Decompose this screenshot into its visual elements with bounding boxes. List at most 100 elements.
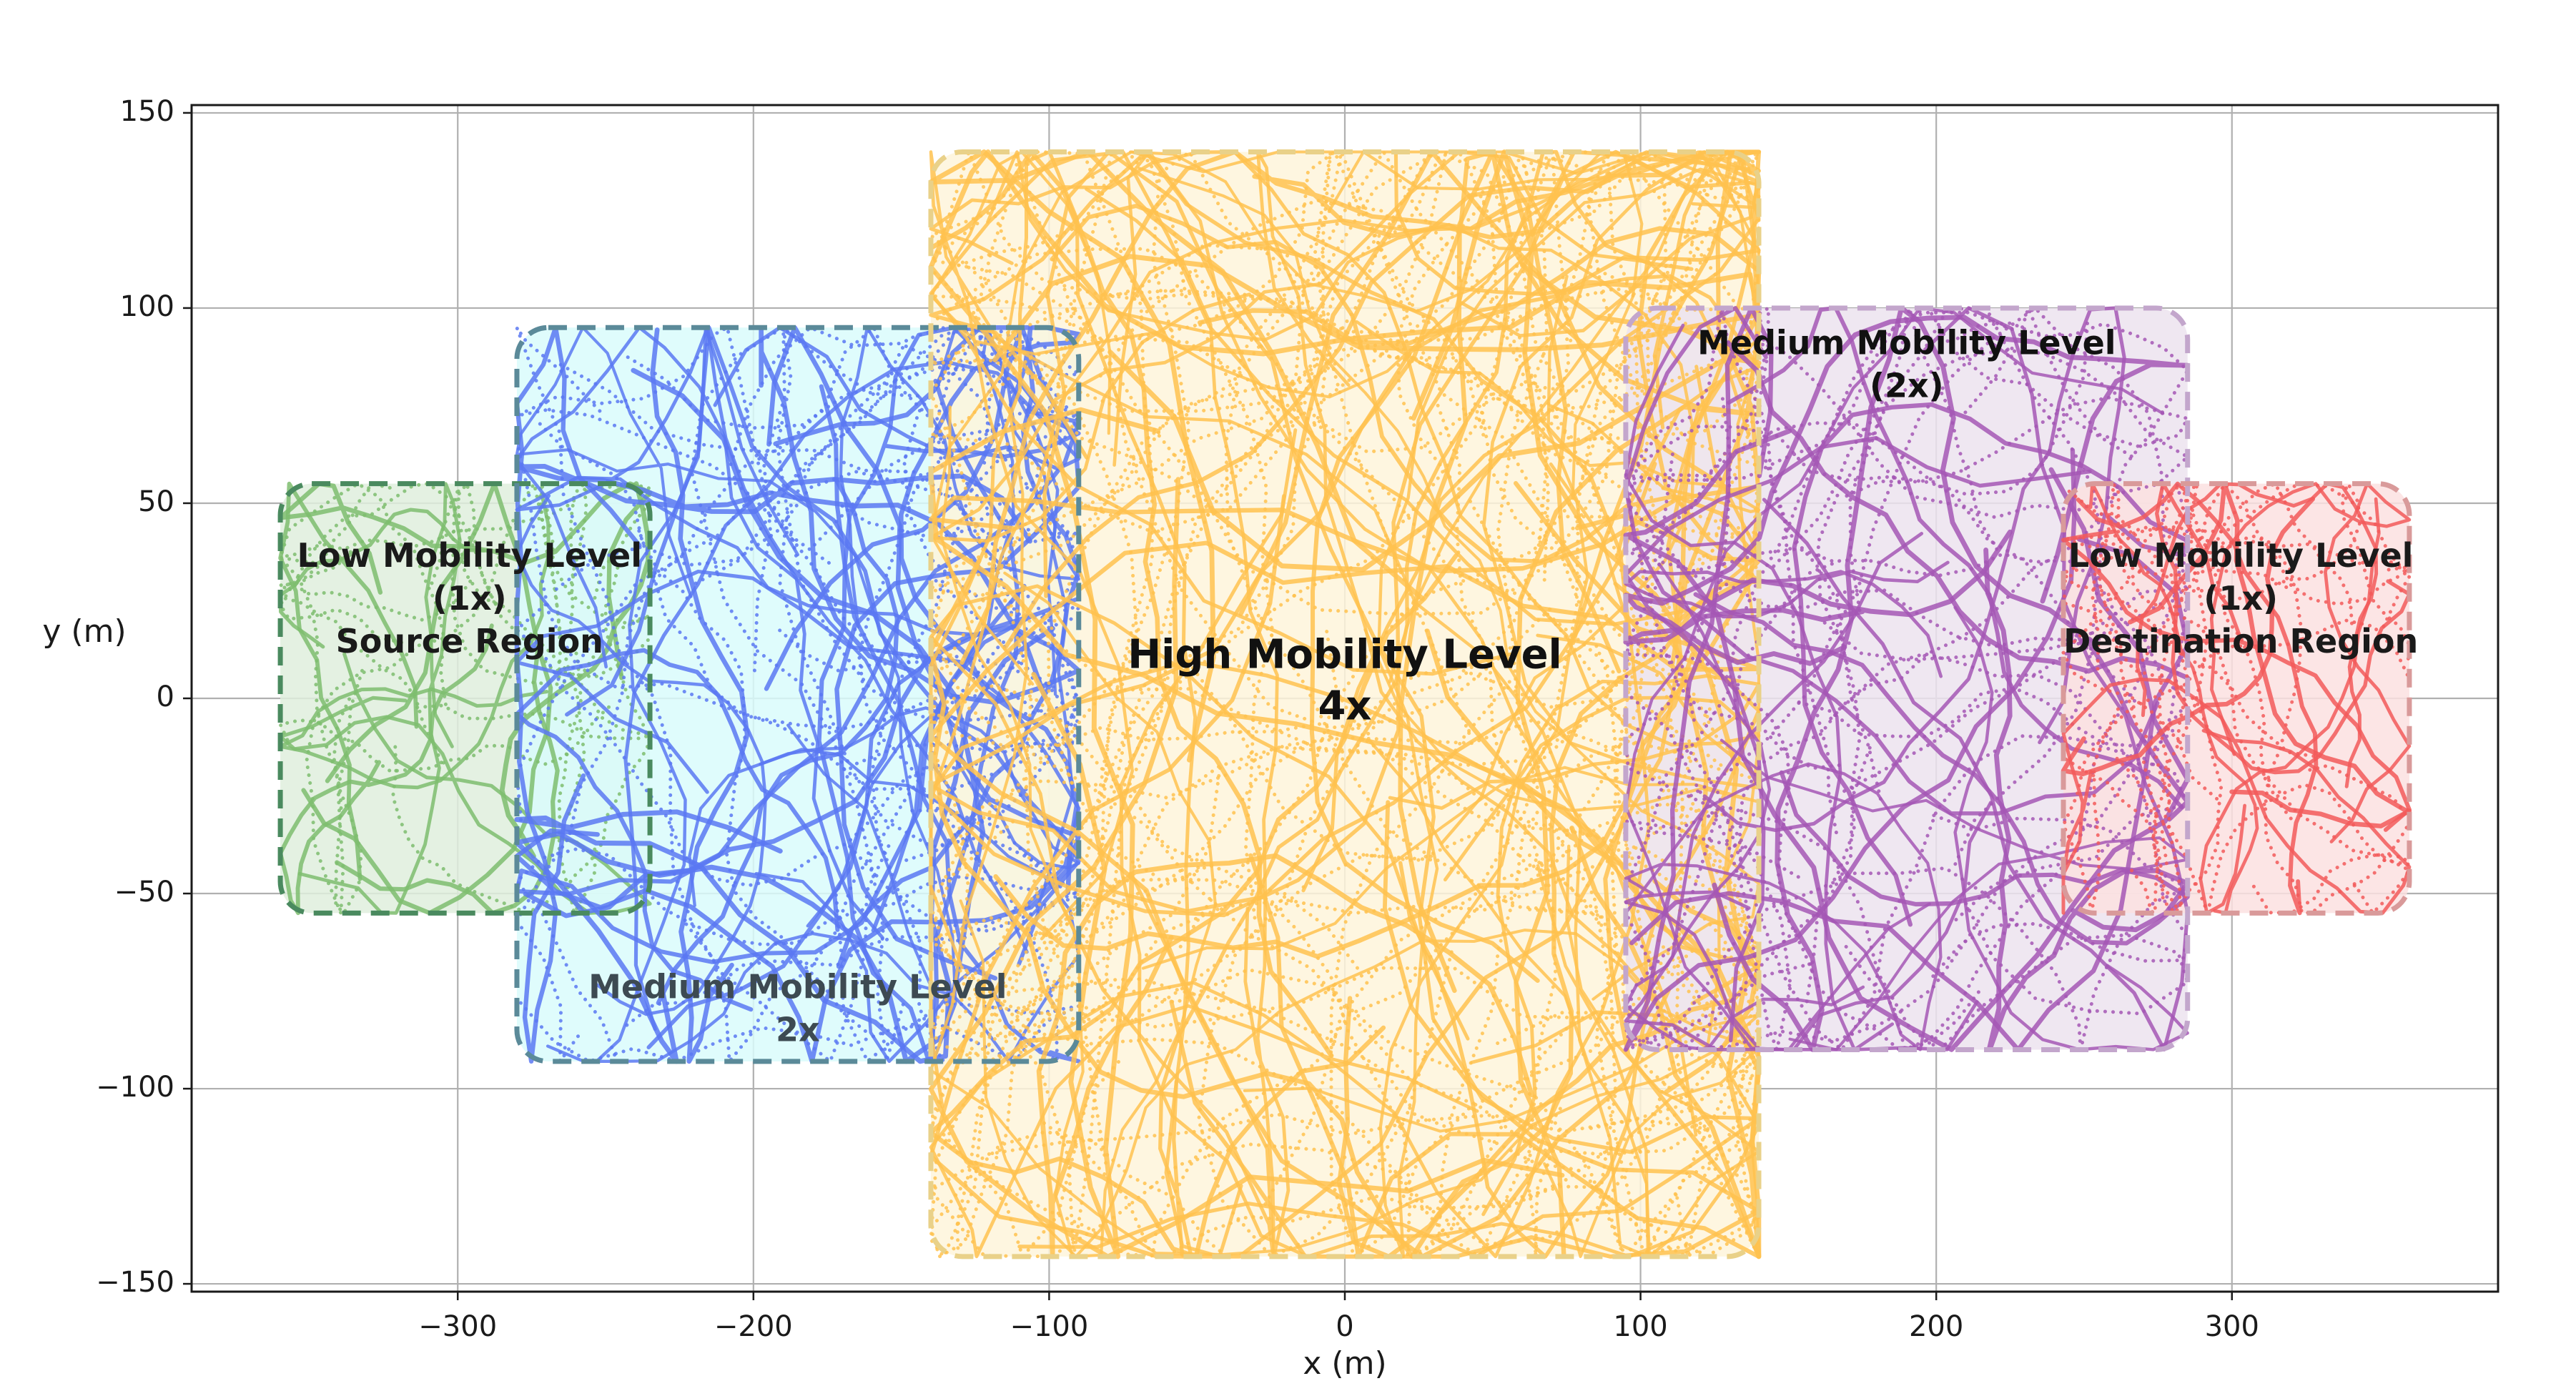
axis-ticks: −300 −200 −100 0 100 200 300 −150 −100 −50 0 50 100 1… — [96, 95, 2259, 1343]
region-border-low-source — [277, 481, 653, 916]
trajectory-path — [278, 703, 613, 773]
trajectory-path — [297, 482, 462, 915]
region-labels: Low Mobility Level (1x) Source Region Mediu… — [297, 323, 2419, 1049]
trajectory-path — [929, 150, 1761, 1023]
trajectory-path — [1301, 149, 1761, 893]
trajectory-path — [278, 481, 419, 881]
tracks-low-destination — [2061, 481, 2412, 916]
trajectory-path — [1629, 537, 2190, 1052]
trajectory-path — [1824, 652, 2190, 979]
region-border-medium-right — [1623, 305, 2191, 1052]
y-tick-label: −50 — [114, 876, 174, 909]
trajectory-path — [1047, 150, 1761, 1259]
trajectory-path — [2143, 482, 2297, 826]
trajectory-path — [2061, 529, 2412, 832]
trajectory-tracks — [277, 149, 2412, 1259]
trajectory-path — [514, 367, 986, 1064]
trajectory-path — [415, 482, 652, 741]
region-label-low-source: Low Mobility Level — [297, 536, 642, 575]
trajectory-path — [1680, 734, 2190, 1051]
trajectory-path — [656, 477, 899, 1006]
trajectory-path — [1624, 640, 1981, 1051]
trajectory-path — [515, 847, 1062, 1063]
trajectory-path — [986, 150, 1695, 845]
trajectory-path — [1050, 204, 1759, 564]
trajectory-path — [2061, 555, 2316, 758]
x-tick-label: −200 — [714, 1310, 793, 1343]
trajectory-path — [1325, 630, 1761, 1132]
trajectory-path — [2061, 563, 2224, 915]
region-label-low-destination: (1x) — [2204, 579, 2278, 618]
region-fill-medium-right — [1625, 307, 2188, 1050]
trajectory-path — [2061, 482, 2412, 628]
trajectory-path — [992, 254, 1762, 573]
trajectory-path — [1623, 315, 2191, 666]
trajectory-path — [623, 325, 1081, 1031]
trajectory-path — [2209, 482, 2412, 843]
trajectory-path — [2136, 482, 2379, 788]
trajectory-path — [1398, 581, 1761, 1259]
trajectory-path — [514, 648, 840, 1012]
trajectory-path — [929, 150, 1556, 1165]
trajectory-path — [929, 149, 1761, 914]
trajectory-path — [929, 406, 1761, 1257]
trajectory-path — [278, 508, 486, 649]
trajectory-path — [1141, 628, 1761, 970]
y-tick-label: 100 — [120, 290, 174, 323]
trajectory-path — [305, 482, 652, 915]
trajectory-path — [1624, 306, 2135, 497]
trajectory-path — [1624, 310, 2014, 1051]
y-tick-label: −150 — [96, 1266, 174, 1299]
trajectory-path — [929, 877, 1579, 1259]
trajectory-path — [1624, 435, 2092, 1043]
trajectory-path — [928, 149, 1762, 1259]
trajectory-path — [1792, 402, 2190, 927]
trajectory-path — [514, 409, 1081, 964]
region-borders — [277, 149, 2412, 1259]
trajectory-path — [1627, 306, 1845, 835]
y-tick-label: 50 — [138, 485, 174, 518]
trajectory-path — [2130, 507, 2193, 915]
trajectory-path — [565, 325, 1081, 966]
trajectory-path — [2061, 677, 2412, 915]
region-label-low-source: Source Region — [336, 622, 603, 660]
trajectory-path — [929, 156, 1441, 1259]
trajectory-path — [1309, 149, 1622, 984]
trajectory-path — [430, 482, 652, 679]
region-label-low-destination: Low Mobility Level — [2068, 536, 2413, 575]
trajectory-path — [929, 718, 1761, 1247]
trajectory-path — [1624, 811, 2190, 1051]
trajectory-path — [1732, 552, 2190, 748]
region-border-medium-left — [514, 325, 1082, 1064]
trajectory-path — [929, 150, 1761, 948]
region-border-low-destination — [2061, 481, 2412, 916]
trajectory-path — [335, 648, 560, 916]
trajectory-path — [929, 150, 1487, 442]
y-tick-label: 0 — [157, 680, 174, 713]
trajectory-path — [1624, 306, 1862, 1004]
x-axis-label: x (m) — [1303, 1345, 1386, 1381]
trajectory-path — [514, 625, 1055, 1064]
trajectory-path — [1119, 428, 1761, 1259]
trajectory-path — [1355, 320, 1761, 513]
trajectory-path — [929, 153, 1761, 1157]
region-label-medium-right: Medium Mobility Level — [1697, 323, 2116, 362]
trajectory-path — [278, 482, 448, 915]
y-tick-label: 150 — [120, 95, 174, 128]
trajectory-path — [1329, 677, 1757, 1259]
tracks-low-source — [277, 481, 653, 916]
trajectory-path — [515, 494, 767, 1016]
trajectory-path — [646, 596, 1081, 1050]
x-tick-label: 300 — [2205, 1310, 2259, 1343]
trajectory-path — [904, 325, 1081, 862]
trajectory-path — [928, 553, 1459, 1259]
trajectory-path — [1377, 167, 1761, 1259]
trajectory-path — [928, 558, 1762, 1259]
region-label-low-source: (1x) — [433, 579, 507, 618]
x-tick-label: 100 — [1613, 1310, 1667, 1343]
trajectory-path — [1726, 341, 2191, 680]
trajectory-path — [1395, 150, 1761, 482]
trajectory-path — [278, 482, 499, 645]
trajectory-path — [2061, 618, 2412, 915]
